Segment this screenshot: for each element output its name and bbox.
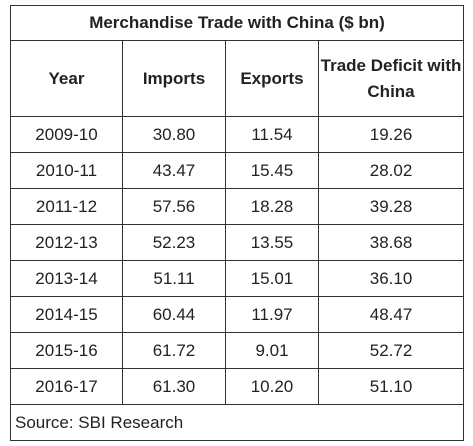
trade-table: Merchandise Trade with China ($ bn) Year…: [9, 5, 465, 441]
cell: 39.28: [317, 188, 465, 225]
cell: 43.47: [122, 152, 226, 189]
cell: 9.01: [225, 332, 319, 369]
column-header: Trade Deficit with China: [317, 40, 465, 117]
cell: 2010-11: [10, 152, 123, 189]
table-wrapper: Merchandise Trade with China ($ bn) Year…: [9, 5, 465, 441]
cell: 48.47: [317, 296, 465, 333]
column-header: Exports: [225, 40, 319, 117]
cell: 15.01: [225, 260, 319, 297]
cell: 11.97: [225, 296, 319, 333]
cell: 18.28: [225, 188, 319, 225]
cell: 2012-13: [10, 224, 123, 261]
cell: 11.54: [225, 116, 319, 153]
header-row: Year Imports Exports Trade Deficit with Chi…: [10, 40, 465, 117]
cell: 51.11: [122, 260, 226, 297]
cell: 60.44: [122, 296, 226, 333]
cell: 10.20: [225, 368, 319, 405]
data-row: 2012-13 52.23 13.55 38.68: [10, 224, 465, 261]
source-note: Source: SBI Research: [9, 404, 465, 441]
table-body: Merchandise Trade with China ($ bn) Year…: [9, 5, 465, 441]
data-row: 2016-17 61.30 10.20 51.10: [10, 368, 465, 405]
cell: 57.56: [122, 188, 226, 225]
cell: 2013-14: [10, 260, 123, 297]
cell: 2009-10: [10, 116, 123, 153]
cell: 52.23: [122, 224, 226, 261]
cell: 2016-17: [10, 368, 123, 405]
source-row: Source: SBI Research: [9, 404, 465, 441]
cell: 51.10: [317, 368, 465, 405]
cell: 2011-12: [10, 188, 123, 225]
cell: 52.72: [317, 332, 465, 369]
cell: 2015-16: [10, 332, 123, 369]
data-row: 2011-12 57.56 18.28 39.28: [10, 188, 465, 225]
cell: 28.02: [317, 152, 465, 189]
data-row: 2015-16 61.72 9.01 52.72: [10, 332, 465, 369]
cell: 30.80: [122, 116, 226, 153]
cell: 61.72: [122, 332, 226, 369]
cell: 13.55: [225, 224, 319, 261]
cell: 36.10: [317, 260, 465, 297]
column-header: Year: [10, 40, 123, 117]
table-title: Merchandise Trade with China ($ bn): [9, 5, 465, 41]
column-header: Imports: [122, 40, 226, 117]
cell: 15.45: [225, 152, 319, 189]
data-row: 2010-11 43.47 15.45 28.02: [10, 152, 465, 189]
data-row: 2013-14 51.11 15.01 36.10: [10, 260, 465, 297]
data-row: 2009-10 30.80 11.54 19.26: [10, 116, 465, 153]
cell: 61.30: [122, 368, 226, 405]
cell: 38.68: [317, 224, 465, 261]
cell: 2014-15: [10, 296, 123, 333]
cell: 19.26: [317, 116, 465, 153]
data-row: 2014-15 60.44 11.97 48.47: [10, 296, 465, 333]
title-row: Merchandise Trade with China ($ bn): [9, 5, 465, 41]
